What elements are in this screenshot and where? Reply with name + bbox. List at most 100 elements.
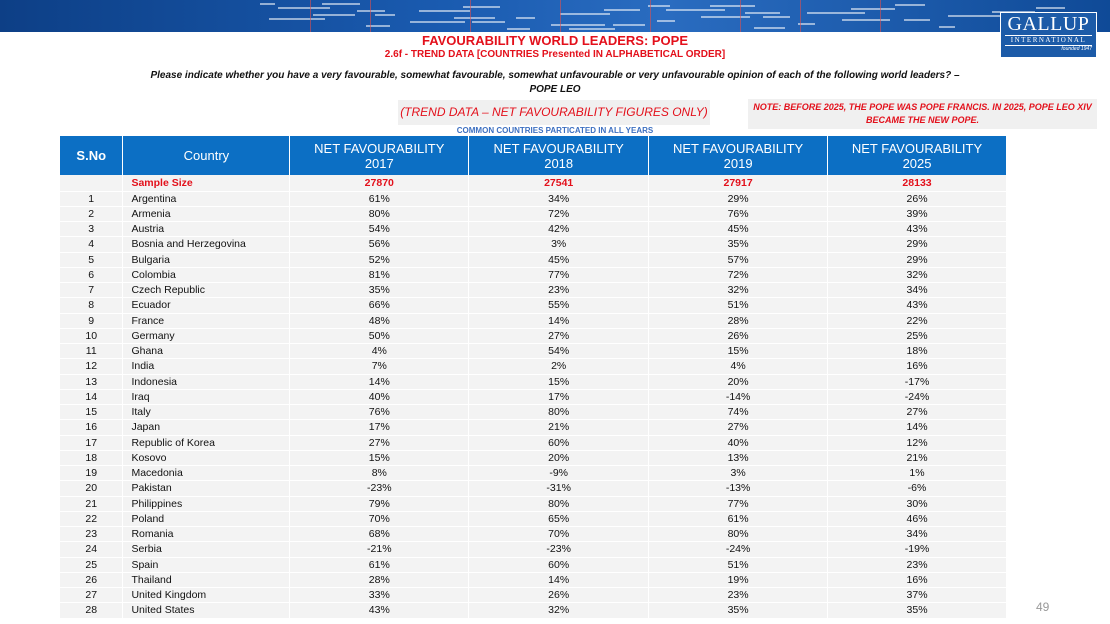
row-number: 18 [60,450,124,467]
column-header: S.No [60,136,124,175]
table-row: 17 Republic of Korea 27% 60% 40% 12% [60,435,1007,451]
net-favourability-value: 50% [289,328,470,345]
row-number: 24 [60,541,124,558]
net-favourability-value: -17% [827,374,1007,390]
net-favourability-value: 54% [468,343,650,360]
net-favourability-value: 7% [289,358,470,375]
net-favourability-value: 29% [827,252,1007,268]
net-favourability-value: 16% [827,358,1007,375]
table-row: 10 Germany 50% 27% 26% 25% [60,328,1007,345]
net-favourability-value: 14% [827,419,1007,436]
net-favourability-value: 23% [468,282,650,299]
banner-decoration [701,16,750,18]
banner-decoration [463,6,500,8]
banner-decoration [269,18,325,20]
country-name: Pakistan [122,480,291,497]
country-name: Colombia [122,267,291,284]
country-name: Poland [122,511,291,528]
sample-size-value: 28133 [827,175,1007,192]
table-row: 3 Austria 54% 42% 45% 43% [60,221,1007,238]
net-favourability-value: 37% [827,587,1007,604]
sample-size-value: 27917 [648,175,829,192]
net-favourability-value: 56% [289,236,470,253]
net-favourability-value: 15% [289,450,470,467]
row-number: 15 [60,404,124,421]
net-favourability-value: 32% [827,267,1007,284]
table-row: 13 Indonesia 14% 15% 20% -17% [60,374,1007,390]
row-number: 5 [60,252,124,268]
sample-size-value: 27541 [468,175,650,192]
net-favourability-value: 23% [648,587,829,604]
banner-decoration [470,0,471,32]
table-row: 2 Armenia 80% 72% 76% 39% [60,206,1007,223]
trend-note: (TREND DATA – NET FAVOURABILITY FIGURES … [398,100,710,125]
net-favourability-value: -21% [289,541,470,558]
banner-decoration [516,17,535,19]
net-favourability-value: 70% [468,526,650,543]
net-favourability-value: 27% [648,419,829,436]
table-row: 12 India 7% 2% 4% 16% [60,358,1007,375]
net-favourability-value: -9% [468,465,650,482]
net-favourability-value: 17% [468,389,650,406]
country-name: Thailand [122,572,291,589]
row-number: 11 [60,343,124,360]
row-number: 3 [60,221,124,238]
banner-decoration [410,21,465,23]
net-favourability-value: 70% [289,511,470,528]
gallup-logo: GALLUP INTERNATIONAL founded 1947 [1000,12,1097,58]
country-name: Armenia [122,206,291,223]
net-favourability-value: 22% [827,313,1007,329]
net-favourability-value: 32% [648,282,829,299]
table-row: 11 Ghana 4% 54% 15% 18% [60,343,1007,360]
banner-decoration [880,0,881,32]
table-row: 5 Bulgaria 52% 45% 57% 29% [60,252,1007,268]
row-number: 6 [60,267,124,284]
country-name: Indonesia [122,374,291,390]
row-number: 1 [60,191,124,207]
table-row: 1 Argentina 61% 34% 29% 26% [60,191,1007,207]
net-favourability-value: 80% [648,526,829,543]
country-name: Argentina [122,191,291,207]
column-header: NET FAVOURABILITY 2017 [289,136,470,175]
net-favourability-value: 77% [468,267,650,284]
net-favourability-value: 27% [468,328,650,345]
net-favourability-value: 19% [648,572,829,589]
banner-decoration [948,15,1005,17]
net-favourability-value: 27% [827,404,1007,421]
net-favourability-value: 35% [648,236,829,253]
net-favourability-value: 76% [289,404,470,421]
banner-decoration [310,0,311,32]
net-favourability-value: 40% [289,389,470,406]
banner-decoration [419,10,470,12]
net-favourability-value: 28% [648,313,829,329]
net-favourability-value: 14% [468,313,650,329]
table-row: 9 France 48% 14% 28% 22% [60,313,1007,329]
country-name: Spain [122,557,291,573]
banner-decoration [754,27,785,29]
net-favourability-value: 3% [648,465,829,482]
net-favourability-value: 20% [468,450,650,467]
net-favourability-value: 4% [289,343,470,360]
banner-decoration [278,7,330,9]
banner-decoration [560,0,561,32]
row-number: 20 [60,480,124,497]
sample-size-value: 27870 [289,175,470,192]
table-row: 14 Iraq 40% 17% -14% -24% [60,389,1007,406]
net-favourability-value: 66% [289,297,470,314]
net-favourability-value: 21% [827,450,1007,467]
net-favourability-value: 60% [468,557,650,573]
net-favourability-value: 80% [289,206,470,223]
banner-decoration [313,14,355,16]
net-favourability-value: 60% [468,435,650,451]
net-favourability-value: 28% [289,572,470,589]
net-favourability-value: 2% [468,358,650,375]
net-favourability-value: -6% [827,480,1007,497]
net-favourability-value: -14% [648,389,829,406]
banner-decoration [613,24,645,26]
banner-decoration [842,19,890,21]
row-number: 13 [60,374,124,390]
net-favourability-value: 26% [468,587,650,604]
net-favourability-value: 61% [289,557,470,573]
net-favourability-value: 26% [827,191,1007,207]
net-favourability-value: 25% [827,328,1007,345]
